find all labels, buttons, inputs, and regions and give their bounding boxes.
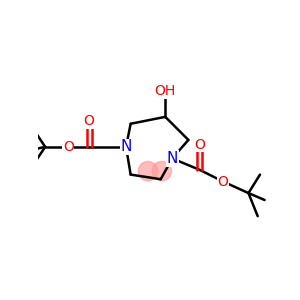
Circle shape bbox=[152, 161, 172, 181]
Text: O: O bbox=[194, 138, 206, 152]
Text: O: O bbox=[63, 140, 74, 154]
Text: O: O bbox=[84, 115, 94, 128]
Text: N: N bbox=[167, 151, 178, 166]
Text: N: N bbox=[120, 140, 132, 154]
Text: O: O bbox=[218, 175, 229, 188]
Circle shape bbox=[138, 161, 158, 181]
Text: OH: OH bbox=[155, 84, 176, 98]
